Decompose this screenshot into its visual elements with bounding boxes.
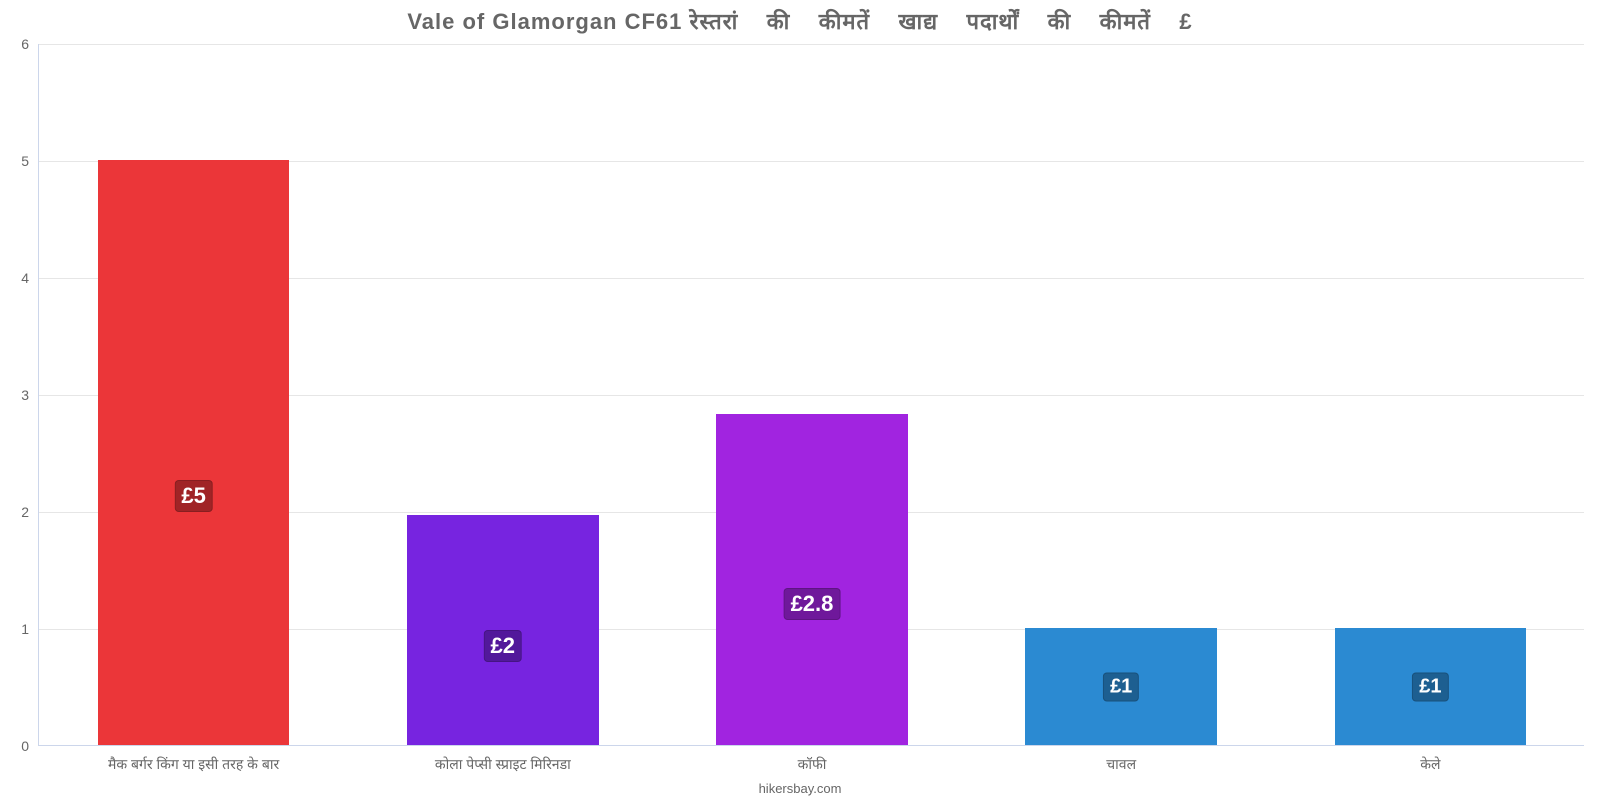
bar-value-label: £5 (174, 480, 212, 512)
y-tick-label: 5 (21, 153, 39, 169)
attribution-text: hikersbay.com (0, 781, 1600, 796)
bar-value-label: £1 (1412, 672, 1448, 701)
gridline (39, 44, 1584, 45)
y-tick-label: 2 (21, 504, 39, 520)
bar: £2 (407, 515, 599, 745)
y-tick-label: 0 (21, 738, 39, 754)
x-tick-label: कोला पेप्सी स्प्राइट मिरिनडा (435, 745, 571, 774)
bar: £1 (1335, 628, 1527, 745)
bar-value-label: £2.8 (784, 588, 841, 620)
y-tick-label: 6 (21, 36, 39, 52)
bar: £5 (98, 160, 290, 745)
bar: £1 (1025, 628, 1217, 745)
price-bar-chart: Vale of Glamorgan CF61 रेस्तरां की कीमते… (0, 0, 1600, 800)
chart-title: Vale of Glamorgan CF61 रेस्तरां की कीमते… (0, 6, 1600, 36)
bar-value-label: £1 (1103, 672, 1139, 701)
x-tick-label: मैक बर्गर किंग या इसी तरह के बार (108, 745, 279, 774)
x-tick-label: चावल (1106, 745, 1136, 774)
bar: £2.8 (716, 414, 908, 745)
plot-area: 0123456£5मैक बर्गर किंग या इसी तरह के बा… (38, 44, 1584, 746)
y-tick-label: 4 (21, 270, 39, 286)
bar-value-label: £2 (484, 630, 522, 662)
y-tick-label: 1 (21, 621, 39, 637)
x-tick-label: कॉफी (798, 745, 827, 774)
y-tick-label: 3 (21, 387, 39, 403)
x-tick-label: केले (1420, 745, 1440, 774)
